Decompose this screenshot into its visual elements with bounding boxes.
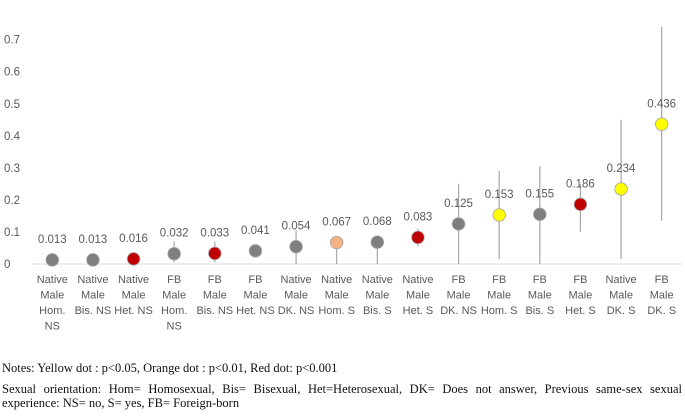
x-category-label: FB Male Het. NS bbox=[236, 274, 275, 317]
data-label: 0.032 bbox=[160, 228, 189, 240]
y-tick-label: 0.1 bbox=[4, 227, 20, 239]
x-category-label: Native Male DK. S bbox=[605, 274, 636, 317]
data-point bbox=[86, 253, 100, 267]
x-category-label: FB Male Het. S bbox=[565, 274, 596, 317]
data-points bbox=[45, 117, 669, 267]
y-tick-label: 0.7 bbox=[4, 35, 20, 47]
data-label: 0.234 bbox=[607, 163, 636, 175]
data-label: 0.033 bbox=[200, 227, 229, 239]
data-label: 0.067 bbox=[322, 217, 351, 229]
data-label: 0.013 bbox=[38, 234, 67, 246]
x-category-label: FB Male DK. NS bbox=[440, 274, 477, 317]
data-point bbox=[248, 244, 263, 258]
data-point bbox=[126, 252, 141, 266]
data-label: 0.125 bbox=[444, 198, 473, 210]
y-tick-label: 0.2 bbox=[4, 195, 20, 207]
x-category-label: FB Male DK. S bbox=[647, 274, 676, 317]
data-point bbox=[289, 239, 303, 254]
data-label: 0.153 bbox=[485, 189, 514, 201]
y-tick-label: 0.4 bbox=[4, 131, 21, 143]
y-tick-label: 0 bbox=[4, 259, 10, 271]
x-category-label: Native Male Het. NS bbox=[114, 274, 153, 317]
data-label: 0.016 bbox=[119, 233, 148, 245]
significance-note: Notes: Yellow dot : p<0.05, Orange dot :… bbox=[2, 361, 338, 375]
x-category-label: FB Male Hom. NS bbox=[161, 274, 187, 333]
data-label: 0.041 bbox=[241, 225, 270, 237]
data-label: 0.054 bbox=[282, 221, 311, 233]
data-point bbox=[45, 253, 60, 267]
x-category-label: Native Male Bis. S bbox=[362, 274, 393, 317]
y-tick-label: 0.5 bbox=[4, 99, 20, 111]
data-point bbox=[492, 208, 506, 222]
data-point bbox=[533, 207, 547, 222]
value-labels: 0.013 0.013 0.016 0.032 0.033 0.041 0.054 0.067… bbox=[38, 98, 676, 246]
data-point bbox=[370, 235, 385, 249]
x-category-label: Native Male DK. NS bbox=[278, 274, 315, 317]
data-label: 0.186 bbox=[566, 178, 595, 190]
data-label: 0.013 bbox=[79, 234, 108, 246]
x-category-label: Native Male Hom. S bbox=[318, 274, 355, 317]
y-tick-label: 0.3 bbox=[4, 163, 20, 175]
x-category-label: FB Male Bis. S bbox=[525, 274, 554, 317]
data-point bbox=[614, 182, 628, 196]
data-point bbox=[167, 247, 181, 261]
data-point bbox=[654, 117, 669, 131]
data-point bbox=[208, 246, 222, 261]
x-category-label: FB Male Bis. NS bbox=[196, 274, 233, 317]
x-category-label: Native Male Hom. NS bbox=[37, 274, 68, 333]
x-category-label: Native Male Bis. NS bbox=[75, 274, 112, 317]
x-category-label: FB Male Hom. S bbox=[481, 274, 518, 317]
data-point bbox=[329, 235, 344, 250]
data-point bbox=[451, 217, 466, 231]
dot-plot-chart: 00.10.20.30.40.50.60.7 0.013 0.013 0.016 0.… bbox=[4, 26, 682, 333]
data-point bbox=[411, 230, 425, 245]
data-label: 0.436 bbox=[647, 98, 676, 110]
y-tick-label: 0.6 bbox=[4, 67, 20, 79]
data-label: 0.083 bbox=[404, 211, 433, 223]
y-axis-ticks: 0 0.1 0.2 0.3 0.4 0.5 0.6 0.7 bbox=[4, 35, 21, 271]
data-point bbox=[573, 197, 588, 212]
data-label: 0.068 bbox=[363, 216, 392, 228]
abbreviation-note: Sexual orientation: Hom= Homosexual, Bis… bbox=[2, 382, 682, 410]
data-label: 0.155 bbox=[525, 188, 554, 200]
x-category-label: Native Male Het. S bbox=[402, 274, 433, 317]
